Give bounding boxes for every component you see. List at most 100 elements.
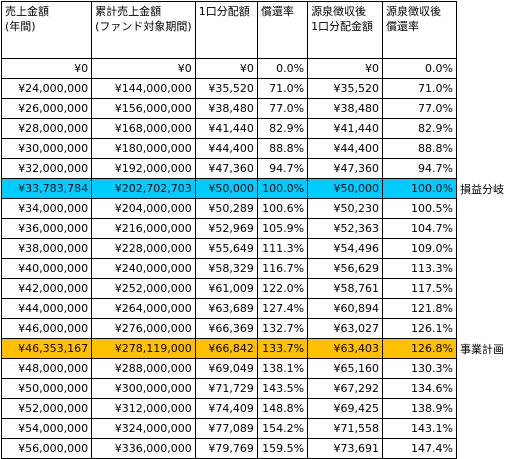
cell: 94.7% <box>256 158 309 179</box>
header-line: 売上金額 <box>5 5 49 18</box>
cell: ¥55,649 <box>194 238 258 259</box>
cell: ¥288,000,000 <box>91 358 196 379</box>
header-line: 源泉徴収後 <box>386 5 442 18</box>
cell: ¥40,000,000 <box>0 258 93 279</box>
row-note <box>456 419 507 439</box>
row-note <box>456 199 507 219</box>
cell: ¥56,629 <box>307 258 384 279</box>
cell: ¥35,520 <box>194 78 258 99</box>
cell: ¥50,289 <box>194 198 258 219</box>
cell: 82.9% <box>382 118 457 139</box>
table-row: ¥46,353,167 ¥278,119,000 ¥66,842 133.7% ¥63,… <box>0 338 508 359</box>
cell: ¥228,000,000 <box>91 238 196 259</box>
cell: ¥48,000,000 <box>0 358 93 379</box>
row-note <box>456 159 507 179</box>
cell: ¥32,000,000 <box>0 158 93 179</box>
cell: 0.0% <box>256 58 309 79</box>
cell: ¥50,000 <box>194 178 258 199</box>
table-row: ¥38,000,000 ¥228,000,000 ¥55,649 111.3% ¥54,… <box>0 238 508 259</box>
header-line: 償還率 <box>386 20 420 33</box>
cell: ¥264,000,000 <box>91 298 196 319</box>
cell: ¥276,000,000 <box>91 318 196 339</box>
column-header: 売上金額 (年間) <box>0 1 93 59</box>
cell: 148.8% <box>256 398 309 419</box>
cell: 82.9% <box>256 118 309 139</box>
header-line: 1口分配金額 <box>311 20 374 33</box>
header-line: 源泉徴収後 <box>311 5 367 18</box>
cell: ¥52,363 <box>307 218 384 239</box>
table-row: ¥50,000,000 ¥300,000,000 ¥71,729 143.5% ¥67,… <box>0 378 508 399</box>
cell: 121.8% <box>382 298 457 319</box>
cell: ¥26,000,000 <box>0 98 93 119</box>
blank-header <box>456 2 507 59</box>
row-note <box>456 399 507 419</box>
cell: 143.1% <box>382 418 457 439</box>
cell: ¥44,400 <box>307 138 384 159</box>
cell: ¥63,027 <box>307 318 384 339</box>
cell: 122.0% <box>256 278 309 299</box>
table-row: ¥32,000,000 ¥192,000,000 ¥47,360 94.7% ¥47,3… <box>0 158 508 179</box>
row-note <box>456 259 507 279</box>
table-row: ¥52,000,000 ¥312,000,000 ¥74,409 148.8% ¥69,… <box>0 398 508 419</box>
cell: ¥36,000,000 <box>0 218 93 239</box>
cell: ¥38,480 <box>194 98 258 119</box>
row-note: 損益分岐 <box>459 182 504 196</box>
row-note <box>456 219 507 239</box>
cell: ¥54,000,000 <box>0 418 93 439</box>
cell: 126.8% <box>382 338 457 359</box>
column-header: 1口分配額 <box>194 1 258 59</box>
cell: ¥204,000,000 <box>91 198 196 219</box>
cell: ¥156,000,000 <box>91 98 196 119</box>
row-note <box>456 359 507 379</box>
cell: ¥46,000,000 <box>0 318 93 339</box>
cell: ¥0 <box>194 58 258 79</box>
cell: 138.1% <box>256 358 309 379</box>
table-row: ¥56,000,000 ¥336,000,000 ¥79,769 159.5% ¥73,… <box>0 438 508 459</box>
cell: ¥300,000,000 <box>91 378 196 399</box>
column-header: 累計売上金額 (ファンド対象期間) <box>91 1 196 59</box>
cell: ¥0 <box>0 58 93 79</box>
table-row: ¥26,000,000 ¥156,000,000 ¥38,480 77.0% ¥38,4… <box>0 98 508 119</box>
table-row: ¥30,000,000 ¥180,000,000 ¥44,400 88.8% ¥44,4… <box>0 138 508 159</box>
table-row: ¥34,000,000 ¥204,000,000 ¥50,289 100.6% ¥50,… <box>0 198 508 219</box>
cell: ¥67,292 <box>307 378 384 399</box>
cell: ¥35,520 <box>307 78 384 99</box>
cell: 0.0% <box>382 58 457 79</box>
cell: ¥28,000,000 <box>0 118 93 139</box>
cell: ¥74,409 <box>194 398 258 419</box>
cell: ¥33,783,784 <box>0 178 93 199</box>
cell: 88.8% <box>382 138 457 159</box>
cell: ¥63,403 <box>307 338 384 359</box>
header-row: 売上金額 (年間) 累計売上金額 (ファンド対象期間) 1口分配額 償還率 源泉徴収後 1口分… <box>0 1 508 59</box>
cell: 134.6% <box>382 378 457 399</box>
cell: ¥0 <box>307 58 384 79</box>
cell: ¥252,000,000 <box>91 278 196 299</box>
cell: ¥42,000,000 <box>0 278 93 299</box>
row-note <box>456 379 507 399</box>
cell: 100.0% <box>256 178 309 199</box>
row-note <box>456 139 507 159</box>
cell: ¥24,000,000 <box>0 78 93 99</box>
cell: ¥77,089 <box>194 418 258 439</box>
cell: ¥46,353,167 <box>0 338 93 359</box>
cell: 127.4% <box>256 298 309 319</box>
cell: ¥324,000,000 <box>91 418 196 439</box>
cell: ¥41,440 <box>194 118 258 139</box>
cell: ¥38,480 <box>307 98 384 119</box>
table-row: ¥36,000,000 ¥216,000,000 ¥52,969 105.9% ¥52,… <box>0 218 508 239</box>
cell: 109.0% <box>382 238 457 259</box>
cell: ¥58,329 <box>194 258 258 279</box>
table-row: ¥44,000,000 ¥264,000,000 ¥63,689 127.4% ¥60,… <box>0 298 508 319</box>
row-note <box>456 59 507 79</box>
cell: ¥168,000,000 <box>91 118 196 139</box>
row-note <box>456 279 507 299</box>
table-row: ¥54,000,000 ¥324,000,000 ¥77,089 154.2% ¥71,… <box>0 418 508 439</box>
cell: 143.5% <box>256 378 309 399</box>
row-note <box>456 119 507 139</box>
row-note <box>456 99 507 119</box>
cell: 71.0% <box>382 78 457 99</box>
header-line: (年間) <box>5 20 36 33</box>
header-line: (ファンド対象期間) <box>95 20 192 33</box>
column-header: 償還率 <box>256 1 309 59</box>
